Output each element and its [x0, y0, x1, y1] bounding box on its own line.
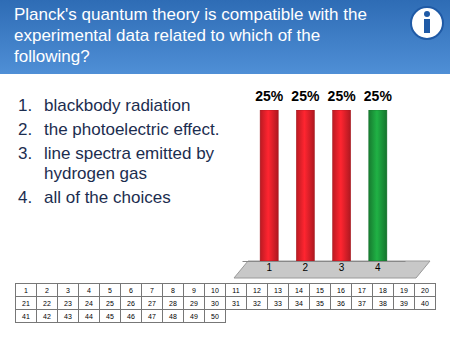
grid-cell: 40 — [415, 297, 436, 310]
bar — [369, 110, 387, 261]
grid-cell: 17 — [352, 284, 373, 297]
logo — [408, 4, 446, 42]
grid-cell: 31 — [226, 297, 247, 310]
x-tick: 4 — [375, 261, 381, 273]
grid-cell: 3 — [58, 284, 79, 297]
grid-cell: 10 — [205, 284, 226, 297]
x-tick: 1 — [266, 261, 272, 273]
grid-cell: 8 — [163, 284, 184, 297]
grid-cell: 21 — [16, 297, 37, 310]
grid-cell: 18 — [373, 284, 394, 297]
x-tick-label: 3 — [339, 262, 345, 273]
grid-cell: 1 — [16, 284, 37, 297]
grid-cell: 20 — [415, 284, 436, 297]
data-labels: 25% 25% 25% 25% — [255, 88, 392, 104]
bar — [333, 110, 351, 261]
grid-cell: 24 — [79, 297, 100, 310]
grid-cell: 39 — [394, 297, 415, 310]
choice-text: all of the choices — [44, 188, 171, 207]
choices: 1. blackbody radiation 2. the photoelectric… — [18, 96, 233, 212]
choice-number: 4. — [18, 188, 32, 208]
grid-cell: 35 — [310, 297, 331, 310]
grid-cell: 38 — [373, 297, 394, 310]
grid-cell: 29 — [184, 297, 205, 310]
grid-cell: 37 — [352, 297, 373, 310]
grid-cell: 26 — [121, 297, 142, 310]
bar — [260, 110, 278, 261]
grid-cell: 19 — [394, 284, 415, 297]
grid-cell: 43 — [58, 310, 79, 323]
logo-circle — [411, 7, 443, 39]
grid-cell: 14 — [289, 284, 310, 297]
grid-cell: 7 — [142, 284, 163, 297]
grid-cell: 45 — [100, 310, 121, 323]
x-tick-label: 2 — [303, 262, 309, 273]
x-axis: 1 2 3 4 — [243, 261, 406, 273]
grid-cell: 32 — [247, 297, 268, 310]
grid-cell: 46 — [121, 310, 142, 323]
grid-cell: 12 — [247, 284, 268, 297]
x-tick-label: 1 — [266, 262, 272, 273]
data-label: 25% — [328, 88, 357, 104]
floor — [234, 261, 430, 278]
grid-cell: 28 — [163, 297, 184, 310]
grid-cell: 11 — [226, 284, 247, 297]
grid-cell: 27 — [142, 297, 163, 310]
bars — [260, 110, 387, 261]
choice: 1. blackbody radiation — [18, 96, 233, 116]
grid-cell: 4 — [79, 284, 100, 297]
grid-cell: 48 — [163, 310, 184, 323]
grid-cell: 36 — [331, 297, 352, 310]
grid-cell: 33 — [268, 297, 289, 310]
grid-cell: 49 — [184, 310, 205, 323]
grid-cell: 30 — [205, 297, 226, 310]
grid-cell: 23 — [58, 297, 79, 310]
choice: 4. all of the choices — [18, 188, 233, 208]
grid-cell: 34 — [289, 297, 310, 310]
grid-cell: 25 — [100, 297, 121, 310]
grid-cell: 5 — [100, 284, 121, 297]
grid-row: 41424344454647484950 — [16, 310, 436, 323]
x-tick: 2 — [303, 261, 309, 273]
grid-cell: 42 — [37, 310, 58, 323]
chart: 25% 25% 25% 25% 1 2 3 4 — [230, 78, 445, 280]
choice-number: 2. — [18, 120, 32, 140]
grid-row: 1234567891011121314151617181920 — [16, 284, 436, 297]
choice-number: 1. — [18, 96, 32, 116]
logo-stem — [424, 19, 430, 33]
choice-text: line spectra emitted by hydrogen gas — [44, 144, 214, 183]
bar — [296, 110, 314, 261]
grid-cell: 13 — [268, 284, 289, 297]
grid-cell: 22 — [37, 297, 58, 310]
question-title: Planck's quantum theory is compatible wi… — [14, 4, 399, 67]
data-label: 25% — [291, 88, 320, 104]
grid-cell: 15 — [310, 284, 331, 297]
response-grid: 1234567891011121314151617181920212223242… — [15, 283, 436, 323]
choice-number: 3. — [18, 144, 32, 164]
grid-cell: 44 — [79, 310, 100, 323]
grid-cell: 50 — [205, 310, 226, 323]
x-tick: 3 — [339, 261, 345, 273]
grid-cell: 16 — [331, 284, 352, 297]
x-tick-label: 4 — [375, 262, 381, 273]
choice: 3. line spectra emitted by hydrogen gas — [18, 144, 233, 184]
grid-row: 2122232425262728293031323334353637383940 — [16, 297, 436, 310]
choice: 2. the photoelectric effect. — [18, 120, 233, 140]
grid-cell: 47 — [142, 310, 163, 323]
choice-text: the photoelectric effect. — [44, 120, 219, 139]
logo-dot — [424, 11, 430, 17]
data-label: 25% — [364, 88, 393, 104]
grid-cell: 2 — [37, 284, 58, 297]
grid-cell: 41 — [16, 310, 37, 323]
grid-cell: 6 — [121, 284, 142, 297]
grid-cell: 9 — [184, 284, 205, 297]
choice-text: blackbody radiation — [44, 96, 190, 115]
slide: Planck's quantum theory is compatible wi… — [0, 0, 450, 338]
data-label: 25% — [255, 88, 284, 104]
